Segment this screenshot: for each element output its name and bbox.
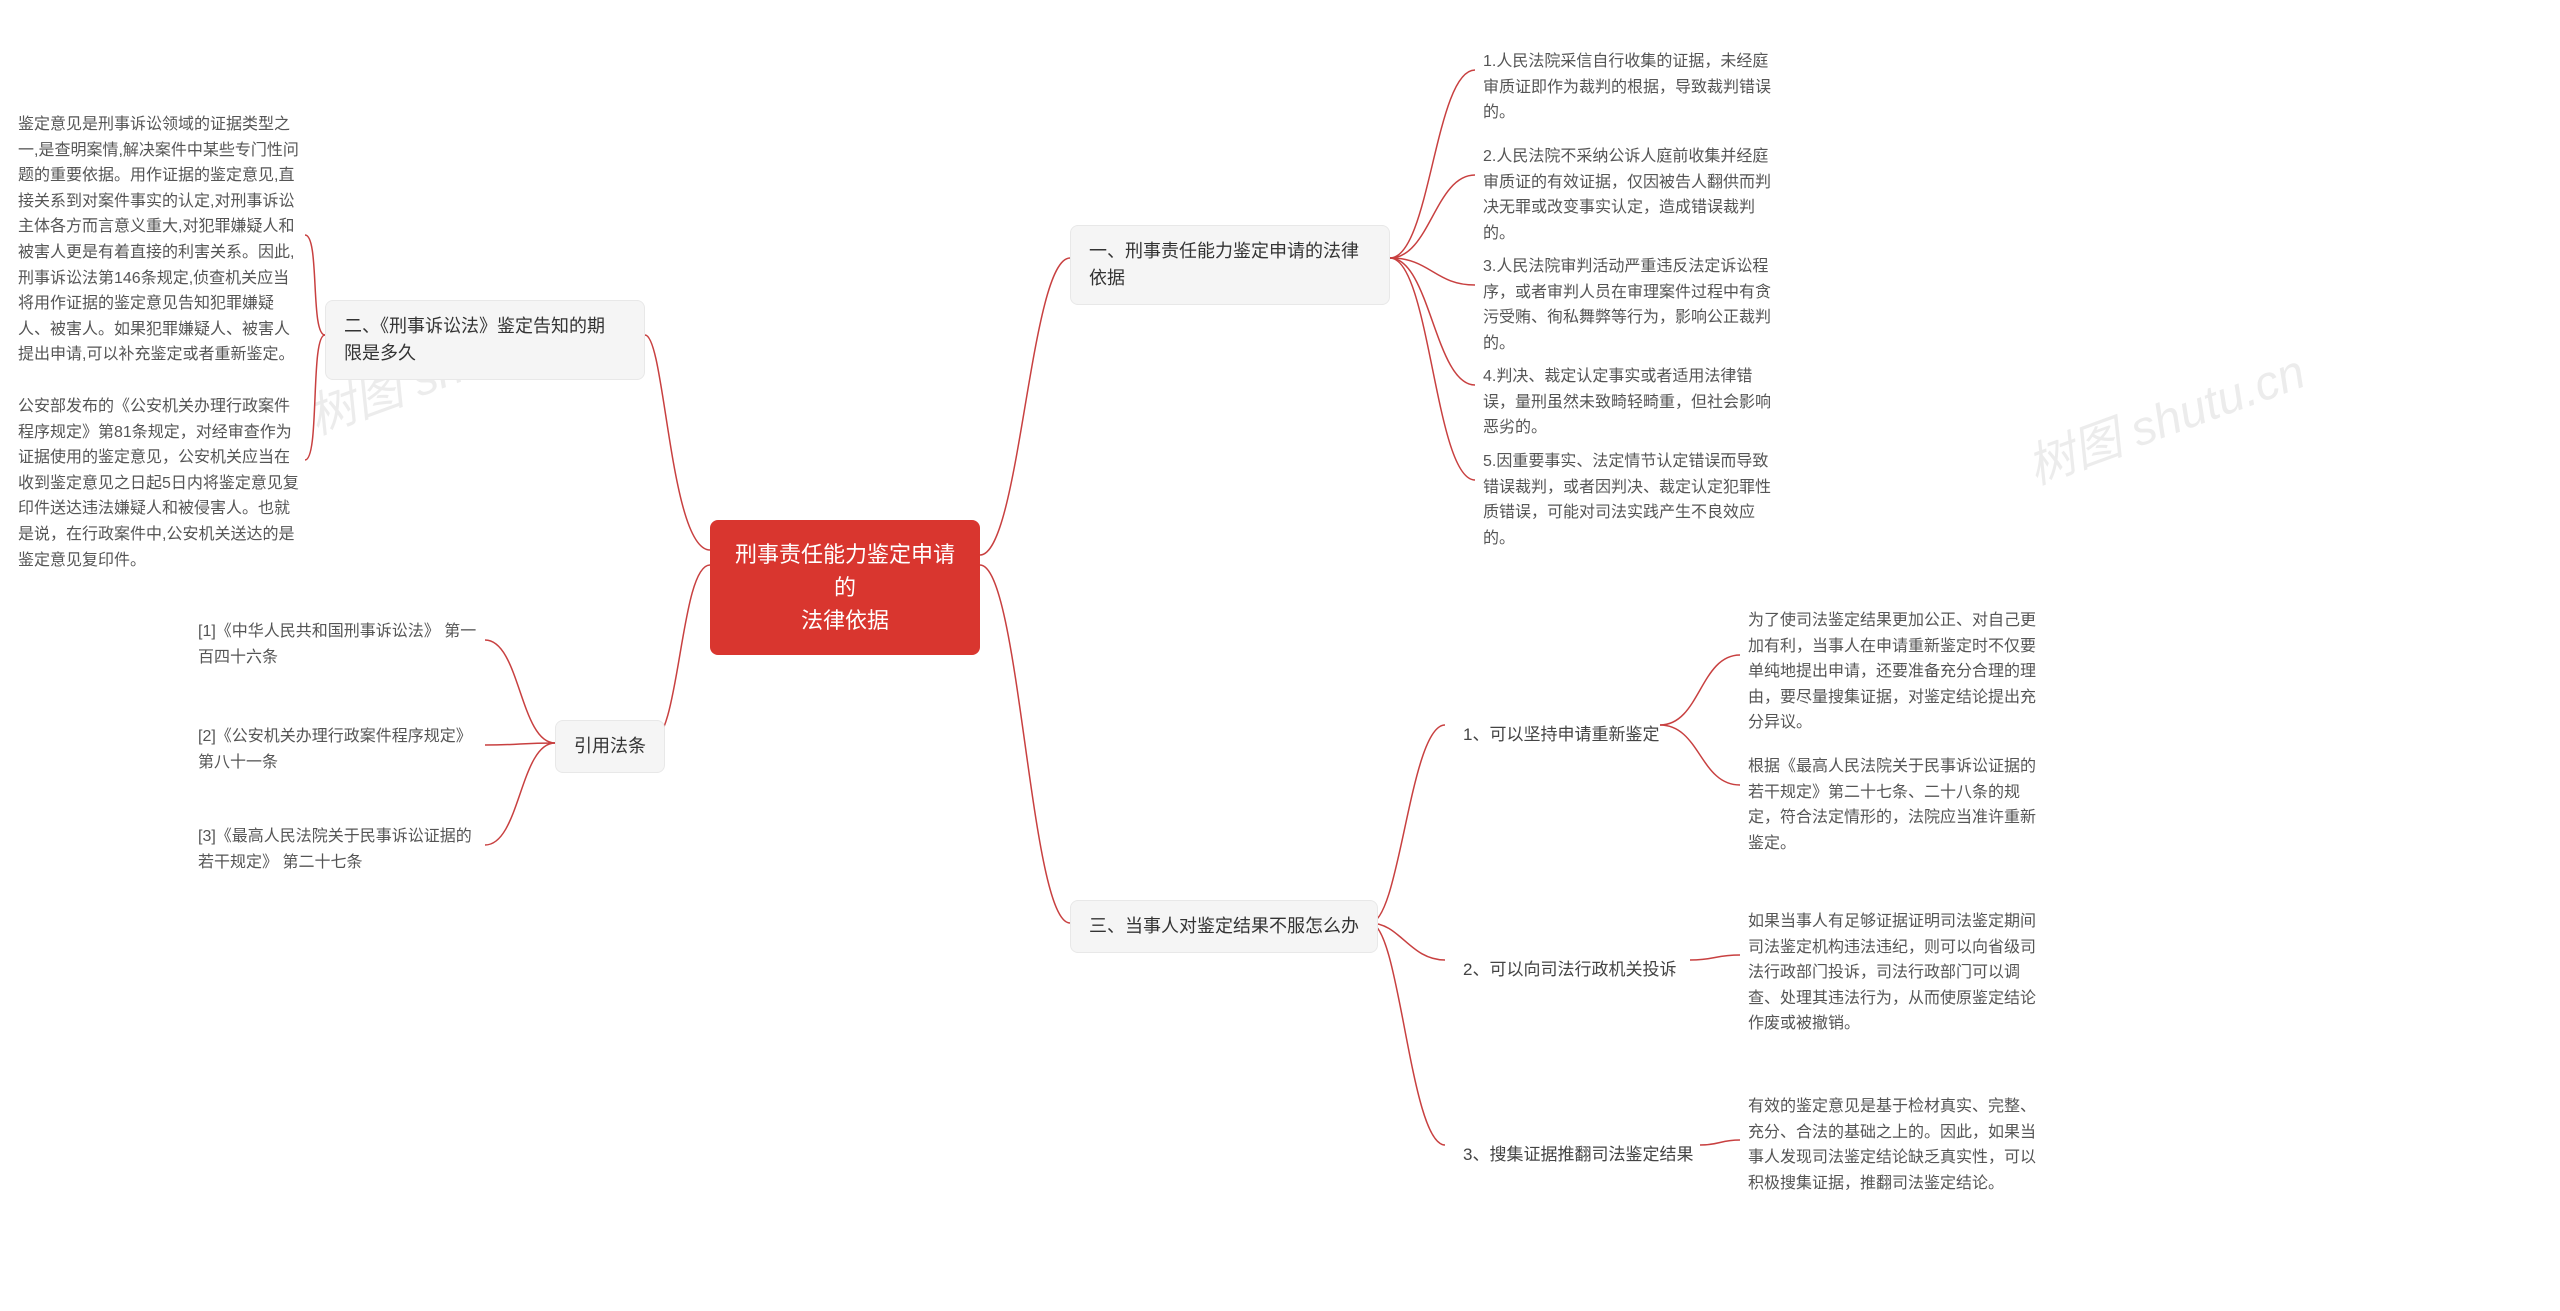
- branch-4-leaf-0: [1]《中华人民共和国刑事诉讼法》 第一百四十六条: [190, 615, 490, 674]
- watermark: 树图 shutu.cn: [2016, 332, 2313, 497]
- branch-1: 一、刑事责任能力鉴定申请的法律 依据: [1070, 225, 1390, 305]
- branch-1-label-l2: 依据: [1089, 265, 1371, 292]
- branch-3-sub-2-leaf-0: 有效的鉴定意见是基于检材真实、完整、充分、合法的基础之上的。因此，如果当事人发现…: [1740, 1090, 2050, 1200]
- branch-1-leaf-2: 3.人民法院审判活动严重违反法定诉讼程序，或者审判人员在审理案件过程中有贪污受贿…: [1475, 250, 1785, 360]
- branch-3-sub-0: 1、可以坚持申请重新鉴定: [1445, 710, 1677, 760]
- branch-3: 三、当事人对鉴定结果不服怎么办: [1070, 900, 1378, 953]
- branch-1-leaf-4: 5.因重要事实、法定情节认定错误而导致错误裁判，或者因判决、裁定认定犯罪性质错误…: [1475, 445, 1785, 555]
- branch-1-leaf-3: 4.判决、裁定认定事实或者适用法律错误，量刑虽然未致畸轻畸重，但社会影响恶劣的。: [1475, 360, 1785, 445]
- branch-1-label-l1: 一、刑事责任能力鉴定申请的法律: [1089, 238, 1371, 265]
- branch-3-sub-0-leaf-0: 为了使司法鉴定结果更加公正、对自己更加有利，当事人在申请重新鉴定时不仅要单纯地提…: [1740, 604, 2050, 740]
- branch-4-leaf-1: [2]《公安机关办理行政案件程序规定》 第八十一条: [190, 720, 490, 779]
- branch-2-label-l1: 二、《刑事诉讼法》鉴定告知的期: [344, 313, 626, 340]
- branch-3-sub-1: 2、可以向司法行政机关投诉: [1445, 945, 1694, 995]
- branch-1-leaf-1: 2.人民法院不采纳公诉人庭前收集并经庭审质证的有效证据，仅因被告人翻供而判决无罪…: [1475, 140, 1785, 250]
- branch-2-label-l2: 限是多久: [344, 340, 626, 367]
- branch-4-leaf-2: [3]《最高人民法院关于民事诉讼证据的若干规定》 第二十七条: [190, 820, 490, 879]
- branch-3-sub-0-leaf-1: 根据《最高人民法院关于民事诉讼证据的若干规定》第二十七条、二十八条的规定，符合法…: [1740, 750, 2050, 860]
- root-title-line2: 法律依据: [730, 604, 960, 637]
- branch-4: 引用法条: [555, 720, 665, 773]
- root-title-line1: 刑事责任能力鉴定申请的: [730, 538, 960, 604]
- branch-3-sub-1-leaf-0: 如果当事人有足够证据证明司法鉴定期间司法鉴定机构违法违纪，则可以向省级司法行政部…: [1740, 905, 2050, 1041]
- branch-2-leaf-1: 公安部发布的《公安机关办理行政案件程序规定》第81条规定，对经审查作为证据使用的…: [10, 390, 310, 577]
- root-node: 刑事责任能力鉴定申请的 法律依据: [710, 520, 980, 655]
- branch-2: 二、《刑事诉讼法》鉴定告知的期 限是多久: [325, 300, 645, 380]
- branch-2-leaf-0: 鉴定意见是刑事诉讼领域的证据类型之一,是查明案情,解决案件中某些专门性问题的重要…: [10, 108, 310, 372]
- branch-3-sub-2: 3、搜集证据推翻司法鉴定结果: [1445, 1130, 1711, 1180]
- branch-1-leaf-0: 1.人民法院采信自行收集的证据，未经庭审质证即作为裁判的根据，导致裁判错误的。: [1475, 45, 1785, 130]
